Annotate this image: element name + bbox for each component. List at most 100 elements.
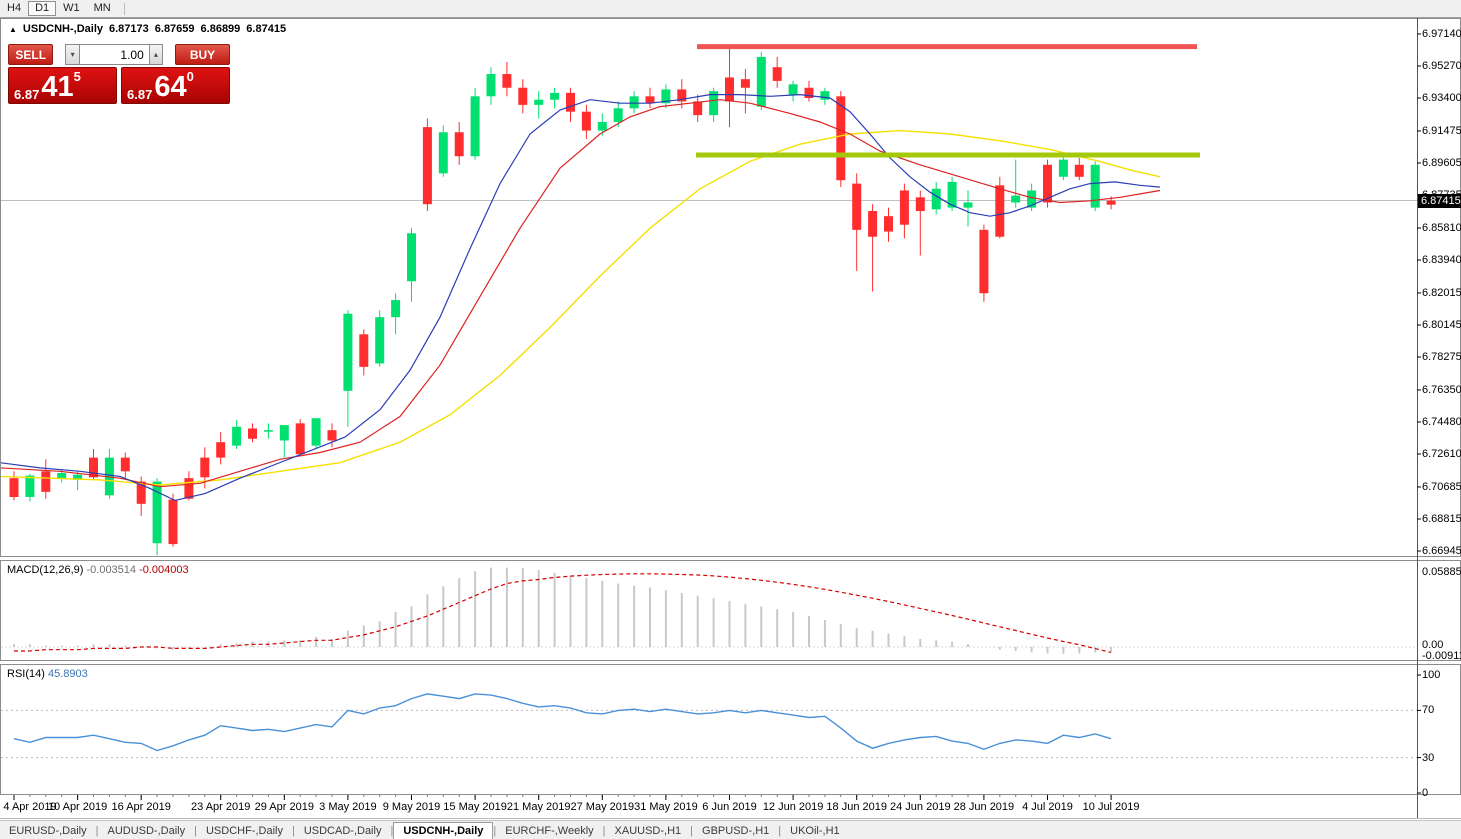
candle-body: [613, 108, 623, 122]
price-axis-label: 6.89605: [1422, 157, 1461, 169]
candle-body: [1074, 164, 1084, 177]
macd-value-signal: -0.004003: [139, 564, 189, 576]
price-axis-label: 6.70685: [1422, 480, 1461, 493]
chart-tab-eurchf-weekly[interactable]: EURCHF-,Weekly: [505, 825, 594, 837]
candle-body: [915, 197, 925, 212]
rsi-axis-label: 30: [1422, 751, 1435, 764]
price-axis-label: 6.80145: [1422, 318, 1461, 331]
candle-body: [581, 111, 591, 131]
current-price-tag: 6.87415: [1418, 194, 1461, 208]
price-axis-label: 6.85810: [1422, 221, 1461, 234]
date-axis-label: 4 Jul 2019: [1022, 801, 1073, 813]
candle-body: [9, 478, 19, 497]
chart-tab-gbpusd-h1[interactable]: GBPUSD-,H1: [702, 825, 770, 837]
chart-tab-xauusd-h1[interactable]: XAUUSD-,H1: [614, 825, 682, 837]
tab-separator: |: [778, 824, 782, 837]
volume-increase-button[interactable]: ▴: [148, 44, 164, 65]
candle-body: [820, 91, 830, 100]
candle-body: [1027, 190, 1037, 208]
date-axis-label: 31 May 2019: [634, 801, 698, 813]
price-axis-label: 6.93400: [1422, 92, 1461, 105]
candle-body: [263, 430, 273, 432]
candle-body: [41, 471, 51, 492]
date-axis-label: 4 Apr 2019: [3, 801, 57, 813]
macd-signal-line: [14, 573, 1112, 653]
timeframe-button-h4[interactable]: H4: [7, 2, 22, 14]
timeframe-button-d1[interactable]: D1: [28, 1, 57, 16]
candle-body: [836, 96, 846, 181]
macd-axis-label: -0.009116: [1422, 650, 1461, 662]
price-axis-label: 6.82015: [1422, 286, 1461, 299]
candle-body: [1011, 195, 1021, 203]
date-axis-label: 28 Jun 2019: [953, 801, 1015, 813]
candle-body: [470, 96, 480, 157]
candle-body: [1106, 200, 1116, 205]
symbol-period-label: USDCNH-,Daily: [22, 23, 103, 35]
price-axis-label: 6.66945: [1422, 545, 1461, 557]
date-axis-label: 23 Apr 2019: [191, 801, 251, 813]
quote-low: 6.86899: [200, 23, 241, 35]
buy-button[interactable]: BUY: [175, 44, 230, 65]
chart-tab-bar: EURUSD-,Daily | AUDUSD-,Daily | USDCHF-,Dail…: [0, 820, 1461, 839]
candle-body: [295, 423, 305, 455]
candle-body: [868, 211, 878, 237]
buy-price-big: 64: [154, 71, 187, 104]
candle-body: [804, 87, 814, 99]
chart-tab-ukoil-h1[interactable]: UKOil-,H1: [790, 825, 840, 837]
candle-body: [597, 121, 607, 131]
price-pane: [1, 44, 1417, 556]
candle-body: [884, 216, 893, 232]
date-axis-label: 29 Apr 2019: [254, 801, 314, 813]
ma-slow-line: [1, 129, 1161, 486]
chart-tab-audusd-daily[interactable]: AUDUSD-,Daily: [107, 825, 186, 837]
candle-body: [963, 202, 973, 208]
sell-price-tile[interactable]: 6.87 41 5: [8, 67, 117, 104]
macd-pane: [1, 567, 1417, 654]
ma-fast-line: [1, 93, 1161, 502]
date-axis-label: 18 Jun 2019: [826, 801, 887, 813]
candle-body: [391, 300, 401, 318]
candle-body: [57, 473, 67, 480]
volume-decrease-button[interactable]: ▾: [65, 44, 80, 65]
timeframe-toolbar: H4 D1 W1 MN: [0, 0, 1461, 18]
buy-price-sup: 0: [186, 69, 194, 84]
ma-mid-line: [1, 99, 1161, 488]
macd-value-main: -0.003514: [86, 564, 137, 576]
sell-price-big: 41: [41, 71, 74, 104]
candle-body: [311, 418, 321, 446]
one-click-collapse-icon[interactable]: ▲: [9, 24, 17, 34]
toolbar-separator: [123, 2, 125, 15]
chart-tab-usdchf-daily[interactable]: USDCHF-,Daily: [205, 825, 283, 837]
candle-body: [343, 313, 353, 391]
chart-tab-usdcad-daily[interactable]: USDCAD-,Daily: [303, 825, 382, 837]
candle-body: [979, 229, 989, 294]
candle-body: [566, 92, 575, 112]
candle-body: [931, 188, 941, 210]
rsi-axis-label: 0: [1422, 787, 1429, 799]
macd-pane-label: MACD(12,26,9) -0.003514 -0.004003: [7, 564, 189, 576]
candle-body: [184, 478, 194, 499]
candle-body: [995, 185, 1005, 237]
timeframe-button-mn[interactable]: MN: [93, 2, 111, 14]
chart-tab-eurusd-daily[interactable]: EURUSD-,Daily: [9, 825, 87, 837]
candle-body: [279, 425, 289, 441]
price-axis-label: 6.76350: [1422, 383, 1461, 396]
candle-body: [407, 233, 416, 282]
timeframe-button-w1[interactable]: W1: [63, 2, 80, 14]
candle-body: [359, 334, 369, 367]
sell-button[interactable]: SELL: [8, 44, 54, 65]
quote-open: 6.87173: [109, 23, 149, 35]
date-axis-label: 12 Jun 2019: [762, 801, 824, 813]
price-axis-label: 6.72610: [1422, 448, 1461, 460]
chart-tab-usdcnh-daily[interactable]: USDCNH-,Daily: [393, 822, 494, 839]
candle-body: [1043, 164, 1052, 203]
candle-body: [788, 84, 798, 95]
date-axis-label: 6 Jun 2019: [702, 801, 757, 813]
candle-body: [136, 481, 146, 504]
candle-body: [200, 457, 210, 478]
buy-price-tile[interactable]: 6.87 64 0: [121, 67, 230, 104]
tab-separator: |: [493, 824, 497, 837]
volume-input[interactable]: [79, 44, 149, 65]
candle-body: [947, 181, 957, 208]
